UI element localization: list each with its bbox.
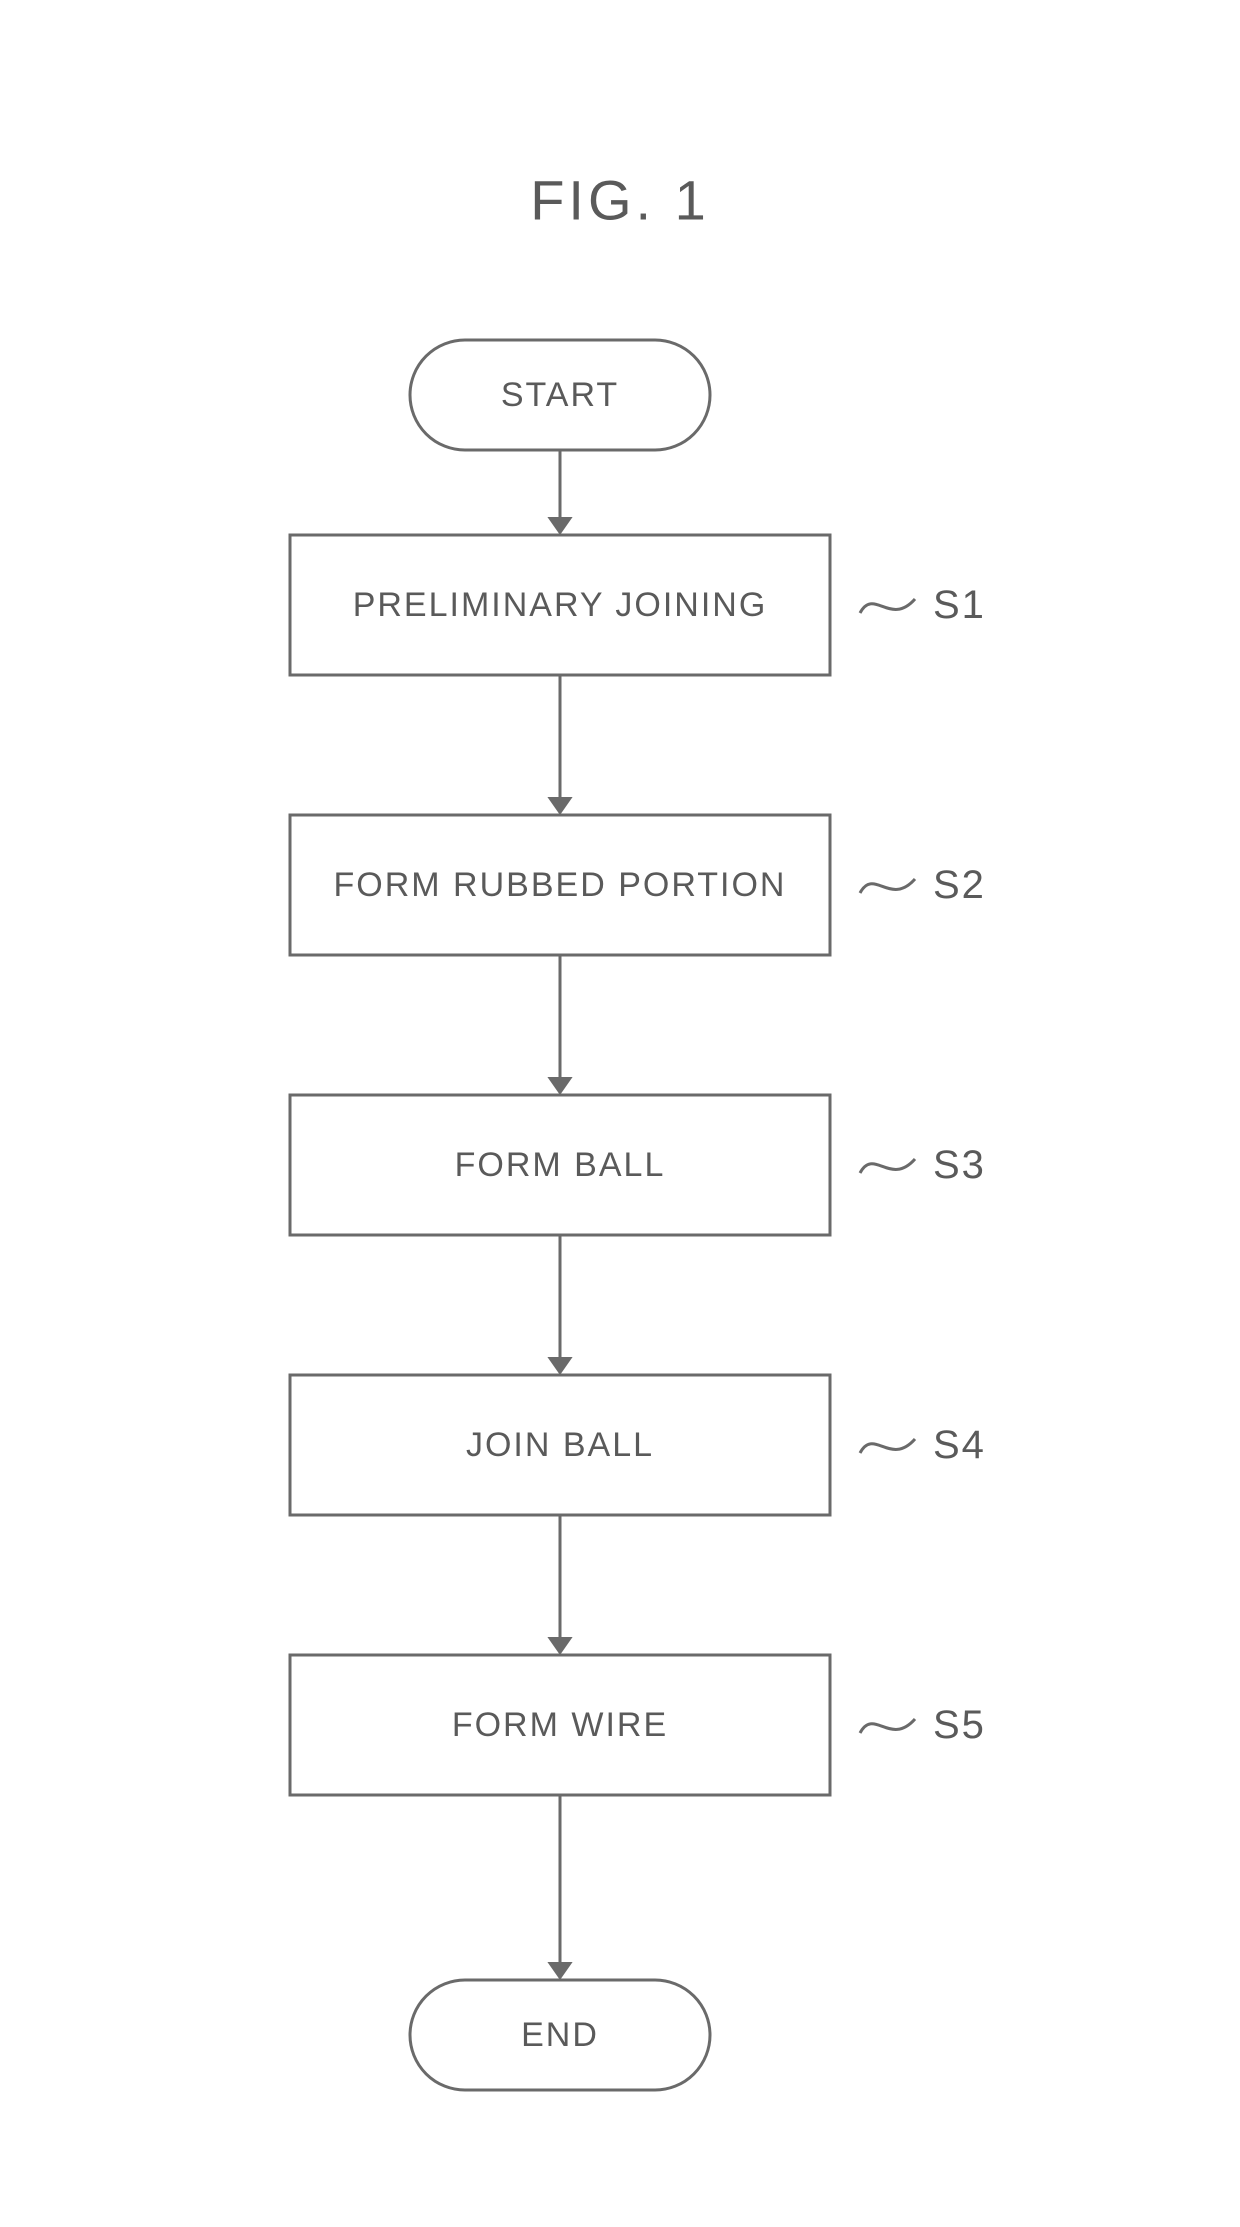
step-label: FORM BALL bbox=[455, 1146, 666, 1184]
flow-arrow bbox=[547, 1235, 572, 1375]
step-label: JOIN BALL bbox=[466, 1426, 654, 1464]
step-s2: FORM RUBBED PORTION S2 bbox=[290, 815, 986, 955]
flow-arrow bbox=[547, 450, 572, 535]
step-s5: FORM WIRE S5 bbox=[290, 1655, 986, 1795]
figure-title: FIG. 1 bbox=[530, 169, 710, 232]
terminal-start: START bbox=[410, 340, 710, 450]
step-s4: JOIN BALL S4 bbox=[290, 1375, 986, 1515]
step-label: FORM WIRE bbox=[452, 1706, 668, 1744]
step-ref: S5 bbox=[933, 1703, 986, 1747]
step-s1: PRELIMINARY JOINING S1 bbox=[290, 535, 986, 675]
terminal-end-label: END bbox=[521, 2016, 599, 2054]
flow-arrow bbox=[547, 675, 572, 815]
flowchart-canvas: FIG. 1 START PRELIMINARY JOINING S1 FORM RUB… bbox=[0, 0, 1240, 2227]
step-ref-connector bbox=[860, 1719, 915, 1733]
step-ref: S4 bbox=[933, 1423, 986, 1467]
step-ref-connector bbox=[860, 1159, 915, 1173]
step-ref: S2 bbox=[933, 863, 986, 907]
flow-arrow bbox=[547, 1515, 572, 1655]
flow-arrow bbox=[547, 1795, 572, 1980]
step-s3: FORM BALL S3 bbox=[290, 1095, 986, 1235]
step-label: FORM RUBBED PORTION bbox=[334, 866, 787, 904]
step-ref-connector bbox=[860, 599, 915, 613]
step-ref-connector bbox=[860, 879, 915, 893]
step-ref: S3 bbox=[933, 1143, 986, 1187]
step-ref-connector bbox=[860, 1439, 915, 1453]
step-label: PRELIMINARY JOINING bbox=[353, 586, 768, 624]
terminal-end: END bbox=[410, 1980, 710, 2090]
terminal-start-label: START bbox=[501, 376, 619, 414]
step-ref: S1 bbox=[933, 583, 986, 627]
flow-arrow bbox=[547, 955, 572, 1095]
